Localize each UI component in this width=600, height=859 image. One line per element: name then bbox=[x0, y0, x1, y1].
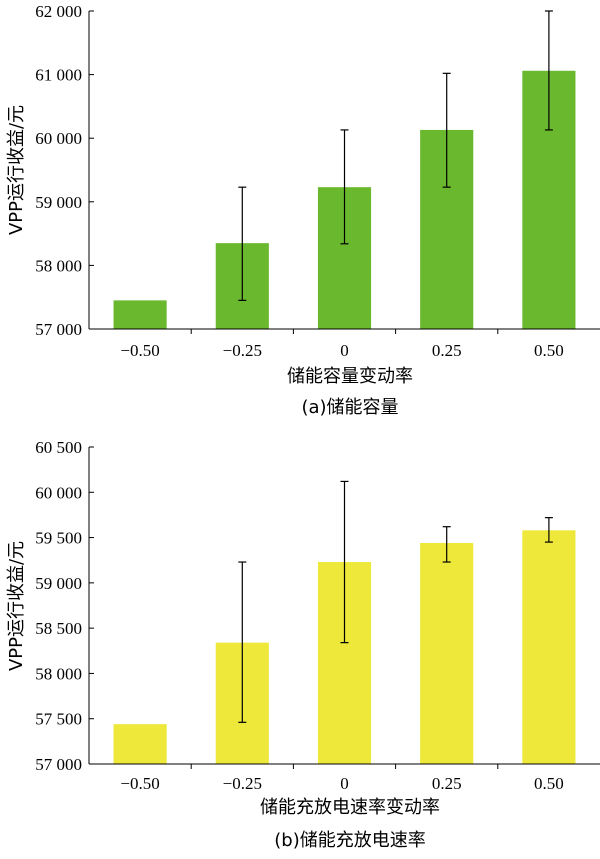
chart-a-ylabel: VPP运行收益/元 bbox=[6, 105, 27, 235]
chart-a-ytick-label-3: 60 000 bbox=[35, 129, 82, 148]
chart-a-xtick-label-4: 0.50 bbox=[534, 341, 564, 360]
chart-a-xlabel: 储能容量变动率 bbox=[287, 366, 413, 387]
chart-b-ytick-label-4: 59 000 bbox=[35, 574, 82, 593]
chart-b-xtick-label-4: 0.50 bbox=[534, 774, 564, 793]
chart-b: VPP运行收益/元 储能充放电速率变动率 (b)储能充放电速率 57 000 57… bbox=[6, 438, 600, 851]
chart-b-ytick-label-7: 60 500 bbox=[35, 438, 82, 457]
chart-b-ytick-label-3: 58 500 bbox=[35, 619, 82, 638]
chart-b-ytick-label-1: 57 500 bbox=[35, 710, 82, 729]
chart-a-xtick-label-0: −0.50 bbox=[120, 341, 159, 360]
chart-b-bar-3 bbox=[420, 543, 474, 764]
chart-b-ytick-label-2: 58 000 bbox=[35, 664, 82, 683]
chart-b-ytick-label-5: 59 500 bbox=[35, 529, 82, 548]
chart-b-xtick-label-0: −0.50 bbox=[120, 774, 159, 793]
chart-a-ytick-label-4: 61 000 bbox=[35, 66, 82, 85]
chart-a-xtick-label-2: 0 bbox=[340, 341, 349, 360]
chart-a-xtick-label-3: 0.25 bbox=[432, 341, 462, 360]
chart-b-bar-4 bbox=[522, 530, 576, 764]
chart-b-xlabel: 储能充放电速率变动率 bbox=[260, 797, 440, 818]
chart-a-ytick-label-2: 59 000 bbox=[35, 193, 82, 212]
chart-b-xtick-label-1: −0.25 bbox=[223, 774, 262, 793]
chart-a-bar-0 bbox=[113, 300, 167, 329]
chart-b-bar-0 bbox=[113, 724, 167, 764]
chart-b-ytick-label-6: 60 000 bbox=[35, 483, 82, 502]
chart-b-xtick-label-3: 0.25 bbox=[432, 774, 462, 793]
chart-a-xtick-label-1: −0.25 bbox=[223, 341, 262, 360]
chart-a-ytick-label-1: 58 000 bbox=[35, 256, 82, 275]
chart-b-xtick-label-2: 0 bbox=[340, 774, 349, 793]
chart-b-ytick-label-0: 57 000 bbox=[35, 755, 82, 774]
chart-a-caption: (a)储能容量 bbox=[301, 397, 398, 418]
chart-b-caption: (b)储能充放电速率 bbox=[274, 830, 425, 851]
chart-a: VPP运行收益/元 储能容量变动率 (a)储能容量 57 000 58 000 59… bbox=[6, 2, 600, 418]
chart-b-ylabel: VPP运行收益/元 bbox=[6, 541, 27, 671]
chart-a-ytick-label-5: 62 000 bbox=[35, 2, 82, 21]
chart-a-ytick-label-0: 57 000 bbox=[35, 320, 82, 339]
